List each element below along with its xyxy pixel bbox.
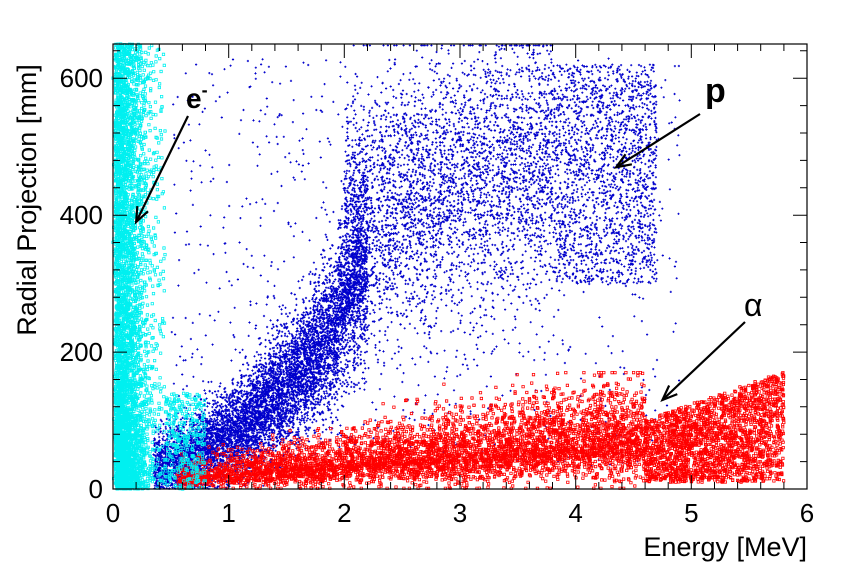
x-tick-label: 2 (337, 498, 351, 528)
x-tick-label: 1 (221, 498, 235, 528)
series-points (175, 371, 786, 490)
proton-arrow (613, 113, 701, 169)
y-tick-label: 0 (89, 474, 103, 504)
tick-labels: 0 1 2 3 4 5 6 0 200 400 600 (60, 63, 815, 528)
axis-ticks (112, 44, 808, 490)
series-alpha (175, 371, 786, 490)
annotation-proton-label: p (705, 72, 726, 110)
x-axis-title: Energy [MeV] (643, 532, 807, 562)
x-tick-label: 0 (106, 498, 120, 528)
data-points (111, 42, 786, 491)
annotations: e- p α (134, 72, 763, 403)
y-tick-label: 200 (60, 337, 103, 367)
tick-marks (112, 44, 808, 490)
y-tick-label: 400 (60, 200, 103, 230)
annotation-electron-label: e- (186, 80, 208, 114)
x-tick-label: 6 (800, 498, 814, 528)
electron-arrow (134, 115, 189, 225)
y-tick-label: 600 (60, 63, 103, 93)
x-tick-label: 5 (684, 498, 698, 528)
annotation-electron-text: e (186, 83, 202, 114)
x-tick-label: 3 (453, 498, 467, 528)
annotation-alpha-label: α (744, 287, 763, 323)
y-axis-title: Radial Projection [mm] (12, 64, 42, 336)
x-tick-label: 4 (568, 498, 582, 528)
alpha-arrow (660, 321, 746, 403)
annotation-electron-superscript: - (202, 80, 208, 100)
